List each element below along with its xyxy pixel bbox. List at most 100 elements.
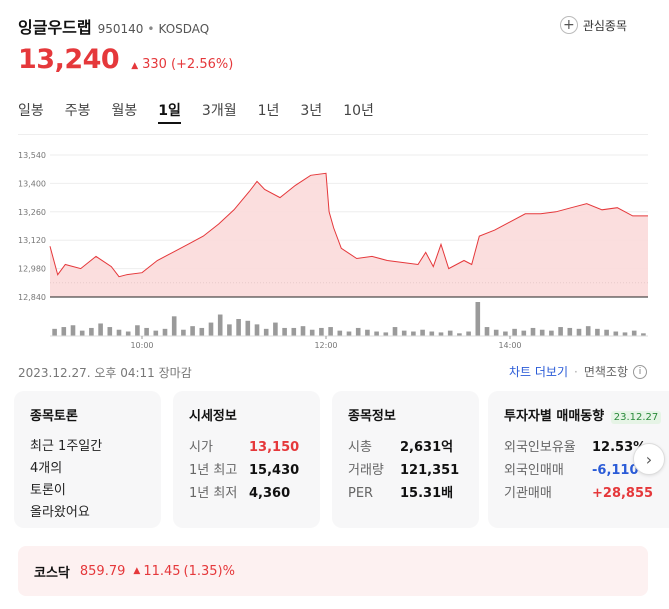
index-change-pct: (1.35)%	[183, 563, 235, 579]
volume-bar	[254, 324, 260, 336]
volume-bar	[79, 330, 85, 336]
stock-info-title: 종목정보	[348, 409, 396, 424]
chart-more-link[interactable]: 차트 더보기	[508, 365, 568, 379]
volume-bar	[411, 331, 416, 336]
stock-header: 잉글우드랩 950140 • KOSDAQ	[18, 14, 209, 38]
stock-info-card[interactable]: 종목정보 시총 2,631억 거래량 121,351 PER 15.31배	[332, 391, 479, 528]
info-row-volume: 거래량 121,351	[348, 459, 463, 482]
stock-name: 잉글우드랩	[18, 18, 92, 37]
volume-bar	[530, 327, 536, 336]
info-row-marketcap: 시총 2,631억	[348, 436, 463, 459]
volume-bar	[631, 330, 637, 336]
quote-row-open: 시가 13,150	[189, 436, 304, 459]
discussion-line: 최근 1주일간	[30, 439, 103, 454]
investor-value: -6,110	[592, 463, 639, 478]
volume-bar	[604, 329, 609, 336]
investor-key: 외국인보유율	[504, 440, 576, 455]
price-chart-svg: 13,540 13,400 13,260 13,120 12,980 12,840 10:0…	[18, 151, 648, 350]
tab-daily[interactable]: 일봉	[18, 103, 44, 119]
quote-value: 15,430	[249, 463, 300, 478]
tab-1day[interactable]: 1일	[158, 100, 181, 124]
y-tick-label: 13,540	[18, 151, 46, 160]
price-area	[50, 173, 648, 297]
volume-bar	[116, 329, 122, 336]
volume-bar	[208, 322, 214, 336]
volume-bar	[512, 328, 517, 336]
tabs-divider	[18, 134, 648, 135]
volume-bar	[263, 328, 269, 336]
info-icon[interactable]: i	[633, 364, 647, 379]
discussion-card[interactable]: 종목토론 최근 1주일간 4개의 토론이 올라왔어요	[14, 391, 161, 528]
up-arrow-icon: ▲	[133, 566, 141, 576]
volume-bar	[475, 302, 481, 336]
next-card-button[interactable]: ›	[633, 443, 665, 475]
volume-bar	[181, 329, 186, 336]
volume-bar	[135, 325, 140, 336]
investor-trend-card[interactable]: 투자자별 매매동향 23.12.27 외국인보유율 12.53% 외국인매매 -…	[488, 391, 669, 528]
discussion-line: 4개의	[30, 461, 63, 476]
stock-code: 950140	[97, 22, 144, 36]
x-tick-label: 14:00	[498, 341, 521, 350]
quote-value: 13,150	[249, 440, 300, 455]
info-key: 시총	[348, 440, 372, 455]
volume-bar	[98, 323, 103, 336]
volume-bar	[144, 327, 149, 336]
up-arrow-icon: ▲	[131, 61, 139, 71]
volume-bar	[503, 331, 508, 336]
header-separator: •	[147, 22, 155, 36]
tab-1year[interactable]: 1년	[257, 103, 280, 119]
price-row: 13,240 ▲ 330 (+2.56%)	[18, 44, 233, 75]
y-tick-label: 12,840	[18, 293, 46, 302]
index-value: 859.79	[79, 563, 126, 579]
volume-bar	[622, 332, 628, 336]
volume-bar	[595, 328, 600, 336]
quote-card[interactable]: 시세정보 시가 13,150 1년 최고 15,430 1년 최저 4,360	[173, 391, 320, 528]
x-tick-label: 12:00	[314, 341, 337, 350]
quote-value: 4,360	[249, 486, 291, 501]
volume-bar	[585, 326, 591, 336]
volume-bar	[125, 331, 131, 336]
y-tick-label: 13,400	[18, 179, 46, 188]
volume-bar	[309, 329, 315, 336]
investor-key: 외국인매매	[504, 463, 564, 478]
volume-bar	[328, 327, 333, 336]
volume-bar	[153, 330, 159, 336]
quote-row-low: 1년 최저 4,360	[189, 482, 304, 505]
current-price: 13,240	[18, 44, 120, 75]
tab-monthly[interactable]: 월봉	[111, 103, 138, 119]
market-index-bar[interactable]: 코스닥 859.79 ▲ 11.45 (1.35)%	[18, 546, 648, 596]
discussion-title: 종목토론	[30, 409, 78, 424]
tab-10year[interactable]: 10년	[343, 103, 374, 119]
y-tick-label: 13,120	[18, 236, 46, 245]
tab-weekly[interactable]: 주봉	[64, 103, 91, 119]
volume-bar	[236, 319, 241, 336]
index-change: 11.45	[143, 563, 181, 579]
volume-bar	[383, 332, 389, 336]
intraday-chart[interactable]: 13,540 13,400 13,260 13,120 12,980 12,840 10:0…	[0, 140, 669, 355]
disclaimer-link[interactable]: 면책조항	[583, 365, 628, 379]
investor-title-text: 투자자별 매매동향	[504, 409, 605, 424]
y-tick-label: 13,260	[18, 208, 46, 217]
volume-bar	[282, 327, 287, 336]
period-tabs: 일봉 주봉 월봉 1일 3개월 1년 3년 10년	[18, 100, 395, 124]
volume-bar	[162, 328, 168, 336]
volume-bar	[217, 314, 223, 336]
quote-key: 1년 최저	[189, 486, 238, 501]
volume-bar	[374, 331, 379, 336]
volume-bar	[171, 316, 177, 336]
quote-row-high: 1년 최고 15,430	[189, 459, 304, 482]
volume-bar	[346, 331, 352, 336]
investor-row-foreign-ratio: 외국인보유율 12.53%	[504, 436, 662, 459]
discussion-line: 토론이	[30, 483, 66, 498]
volume-bar	[61, 327, 67, 336]
volume-bar	[484, 327, 490, 336]
volume-bar	[70, 325, 76, 336]
volume-bar	[521, 330, 527, 336]
volume-bar	[493, 329, 499, 336]
add-favorite-button[interactable]: + 관심종목	[559, 16, 627, 34]
tab-3year[interactable]: 3년	[300, 103, 323, 119]
volume-bar	[549, 330, 554, 336]
info-row-per: PER 15.31배	[348, 482, 463, 505]
info-value: 15.31배	[400, 486, 454, 501]
tab-3month[interactable]: 3개월	[201, 103, 237, 119]
